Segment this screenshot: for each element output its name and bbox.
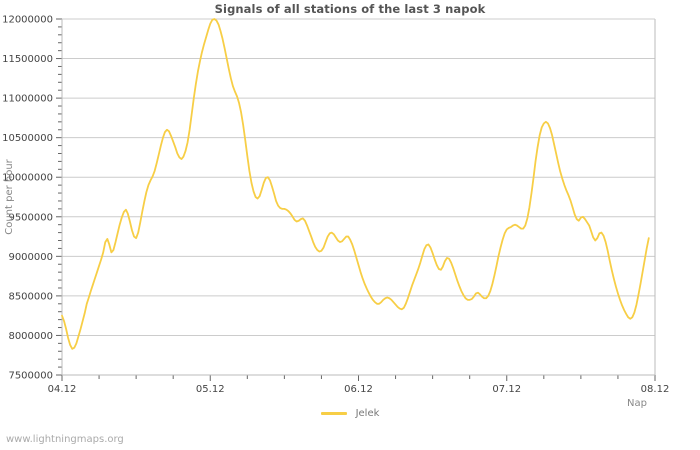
y-axis-tick-label: 7500000 <box>8 371 53 382</box>
legend-swatch-jelek <box>320 412 347 415</box>
x-axis-tick-label: 04.12 <box>48 384 77 395</box>
y-axis-tick-label: 8000000 <box>8 331 53 342</box>
x-axis-tick-labels: 04.12 05.12 06.12 07.12 08.12 <box>48 384 670 395</box>
x-axis-tick-label: 08.12 <box>641 384 670 395</box>
x-axis-tick-label: 07.12 <box>492 384 521 395</box>
x-axis-tick-label: 05.12 <box>196 384 225 395</box>
y-axis-tick-label: 9500000 <box>8 212 53 223</box>
chart-legend: Jelek <box>0 408 700 419</box>
gridlines <box>62 18 655 336</box>
legend-label-jelek: Jelek <box>355 408 380 419</box>
plot-axes <box>61 18 656 376</box>
y-axis-tick-label: 8500000 <box>8 291 53 302</box>
x-axis-title: Nap <box>627 398 647 409</box>
x-axis-tick-label: 06.12 <box>344 384 373 395</box>
y-axis-minor-ticks <box>56 18 62 376</box>
y-axis-tick-label: 12000000 <box>2 15 53 26</box>
x-axis-minor-ticks <box>61 375 656 381</box>
y-axis-title: Count per hour <box>4 158 15 234</box>
y-axis-tick-label: 11000000 <box>2 94 53 105</box>
chart-title: Signals of all stations of the last 3 na… <box>214 2 486 16</box>
y-axis-tick-label: 11500000 <box>2 54 53 65</box>
y-axis-tick-label: 9000000 <box>8 252 53 263</box>
series-line-jelek <box>61 18 650 350</box>
data-series <box>61 18 650 350</box>
footer-credit: www.lightningmaps.org <box>6 434 124 445</box>
y-axis-tick-label: 10500000 <box>2 133 53 144</box>
y-axis-tick-label: 10000000 <box>2 173 53 184</box>
y-axis-tick-labels: 7500000 8000000 8500000 9000000 9500000 10000… <box>2 15 53 382</box>
